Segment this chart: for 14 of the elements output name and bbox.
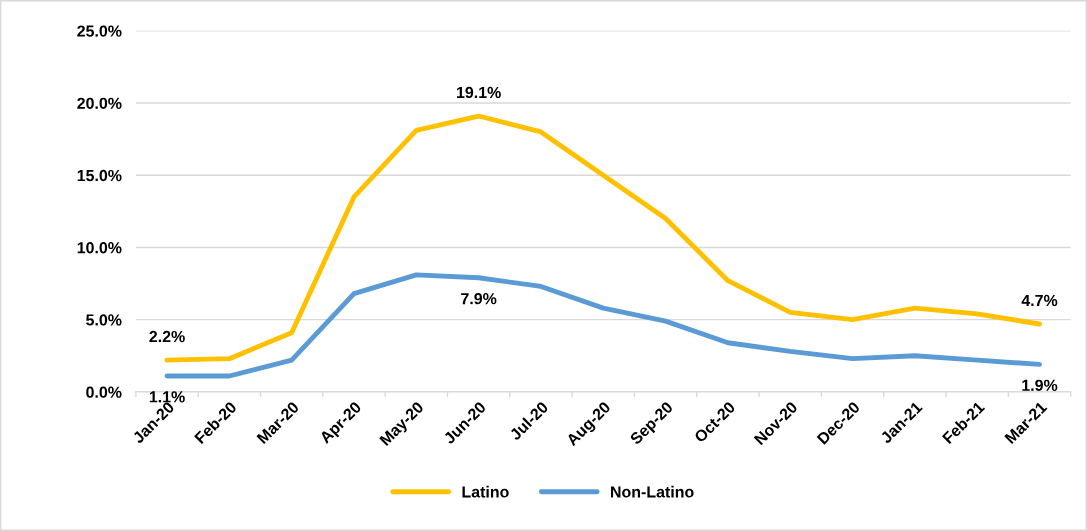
legend-label: Latino [462,485,509,498]
data-label: 1.1% [149,391,185,403]
y-tick-label: 5.0% [86,314,122,326]
y-tick-label: 10.0% [77,242,122,254]
y-tick-label: 20.0% [77,97,122,109]
data-label: 19.1% [457,86,501,99]
data-label: 2.2% [149,330,185,343]
data-label: 7.9% [461,292,497,305]
y-tick-label: 0.0% [86,386,122,398]
data-label: 4.7% [1021,294,1058,307]
legend-label: Non-Latino [611,485,694,498]
data-label: 1.9% [1022,379,1058,391]
y-tick-label: 25.0% [77,25,122,37]
y-tick-label: 15.0% [77,169,122,182]
